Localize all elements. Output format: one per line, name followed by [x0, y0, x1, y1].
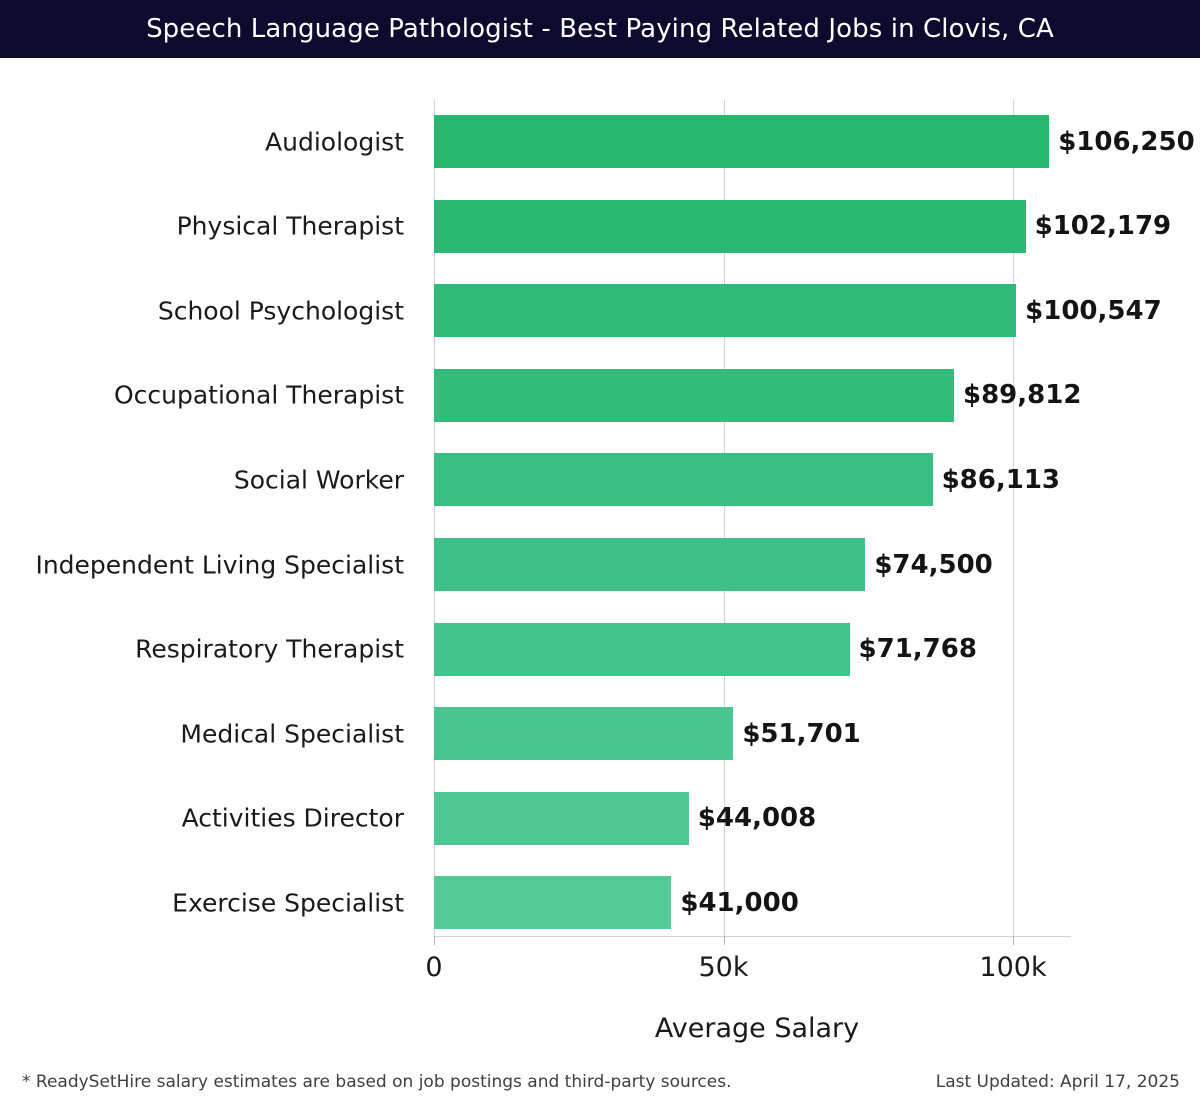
- bar-row: Audiologist $106,250: [265, 115, 1195, 168]
- bar-row: Physical Therapist $102,179: [177, 199, 1171, 253]
- bar-row: Social Worker $86,113: [234, 453, 1071, 507]
- bar[interactable]: [434, 622, 850, 676]
- x-axis-tick-label: 50k: [698, 952, 749, 983]
- footer-disclaimer: * ReadySetHire salary estimates are base…: [22, 1072, 732, 1092]
- bar-row: Medical Specialist $51,701: [180, 707, 1071, 761]
- gridline: [723, 100, 725, 936]
- bar[interactable]: [434, 284, 1017, 338]
- bar[interactable]: [434, 115, 1050, 168]
- bar-value-label: $106,250: [1058, 126, 1195, 157]
- chart-area: 0 50k 100k Audiologist $106,250 Physical Ther…: [0, 58, 1200, 1058]
- bar-category-label: School Psychologist: [157, 296, 404, 326]
- chart-title-bar: Speech Language Pathologist - Best Payin…: [0, 0, 1200, 58]
- bar-value-label: $74,500: [874, 549, 993, 580]
- bar[interactable]: [434, 791, 689, 845]
- bar-category-label: Exercise Specialist: [172, 888, 404, 918]
- bar-category-label: Audiologist: [265, 127, 404, 156]
- bar[interactable]: [434, 538, 866, 591]
- page-title: Speech Language Pathologist - Best Payin…: [146, 14, 1054, 44]
- bar-category-label: Activities Director: [181, 803, 404, 833]
- bar-row: Activities Director $44,008: [182, 791, 1071, 845]
- bar-value-label: $51,701: [742, 718, 861, 749]
- x-axis-tick-label: 100k: [979, 952, 1047, 983]
- bar-category-label: Social Worker: [233, 465, 404, 495]
- bar-value-label: $44,008: [697, 803, 817, 834]
- bar-category-label: Medical Specialist: [180, 719, 404, 749]
- x-axis-title-label: Average Salary: [654, 1013, 860, 1044]
- bar-value-label: $100,547: [1025, 295, 1162, 326]
- x-axis-title: Average Salary: [0, 1013, 1200, 1044]
- footer-last-updated: Last Updated: April 17, 2025: [935, 1072, 1180, 1092]
- bar-category-label: Physical Therapist: [176, 211, 404, 241]
- bar-value-label: $102,179: [1034, 211, 1172, 242]
- chart-footer: * ReadySetHire salary estimates are base…: [0, 1072, 1200, 1120]
- x-axis-tick: [434, 936, 435, 945]
- bar-category-label: Respiratory Therapist: [135, 634, 404, 664]
- bar-value-label: $86,113: [941, 464, 1061, 495]
- gridline: [1013, 100, 1014, 936]
- bar-row: Independent Living Specialist $74,500: [35, 538, 1071, 591]
- bar[interactable]: [434, 876, 672, 930]
- bar-category-label: Independent Living Specialist: [35, 550, 404, 579]
- bar-row: School Psychologist $100,547: [158, 284, 1162, 338]
- bar[interactable]: [434, 707, 734, 761]
- bar-value-label: $41,000: [680, 887, 799, 918]
- bar-row: Exercise Specialist $41,000: [172, 876, 1071, 930]
- bar[interactable]: [434, 453, 933, 507]
- x-axis-line: [434, 936, 1071, 937]
- x-axis-tick-label: 0: [425, 952, 443, 983]
- bar-value-label: $89,812: [963, 380, 1082, 411]
- bar-value-label: $71,768: [858, 634, 977, 665]
- bar-row: Respiratory Therapist $71,768: [135, 622, 1071, 676]
- plot-area: 0 50k 100k Audiologist $106,250 Physical Ther…: [35, 100, 1195, 983]
- x-axis-tick: [1013, 936, 1014, 945]
- bar[interactable]: [434, 368, 954, 422]
- x-axis-tick: [723, 936, 725, 945]
- y-axis-line: [434, 100, 435, 936]
- bar-category-label: Occupational Therapist: [113, 380, 404, 410]
- bar-row: Occupational Therapist $89,812: [114, 368, 1081, 422]
- bar[interactable]: [434, 199, 1026, 253]
